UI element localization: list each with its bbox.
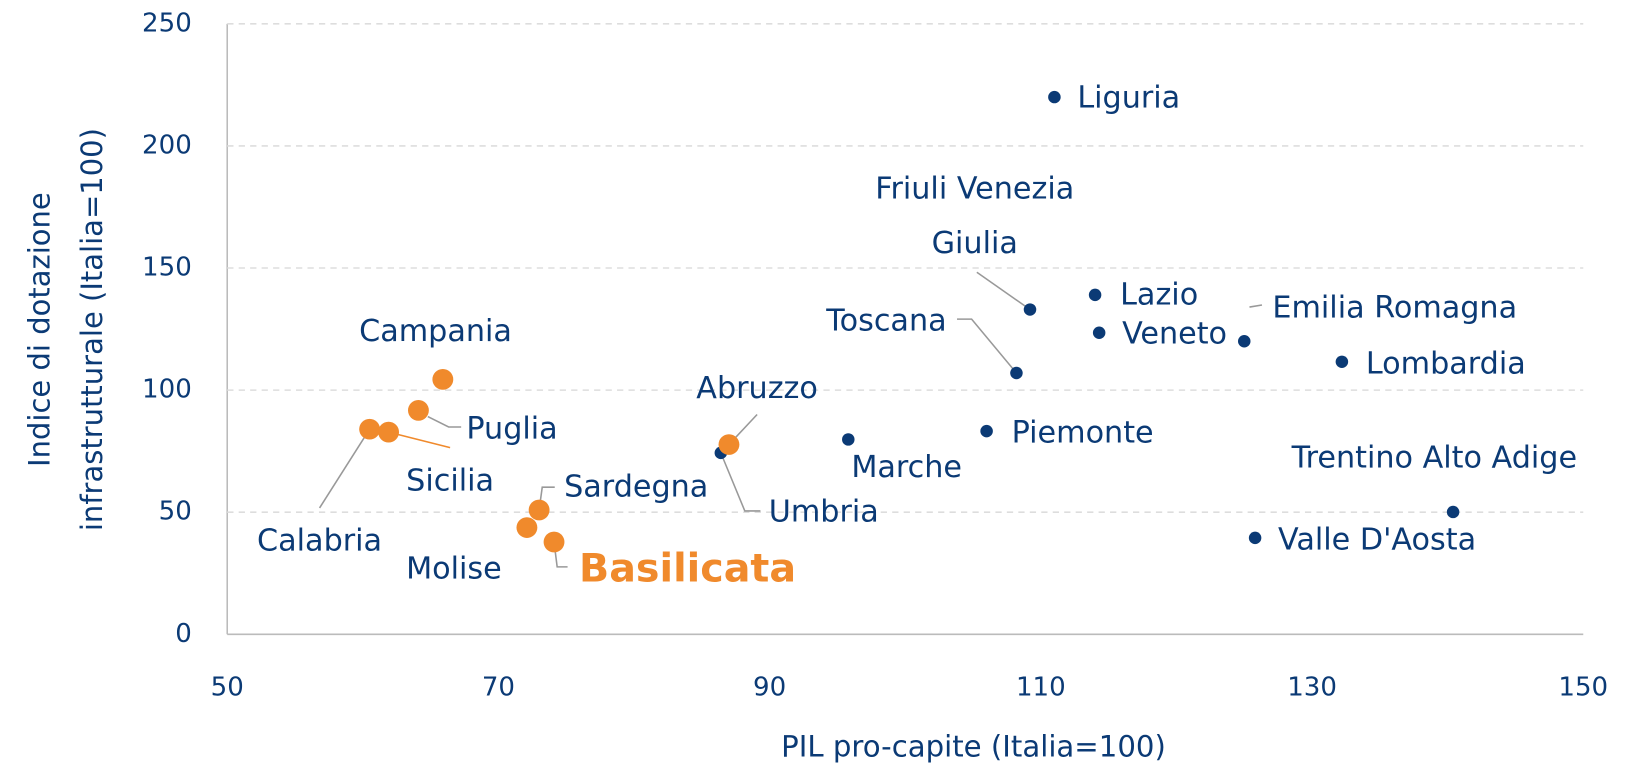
y-axis-title: Indice di dotazione (23, 192, 57, 467)
point-label: Lombardia (1366, 346, 1526, 381)
y-tick-label: 0 (175, 619, 192, 649)
x-tick-label: 90 (753, 673, 786, 703)
point-label: Marche (851, 450, 962, 485)
point (1048, 90, 1061, 104)
point (359, 418, 381, 440)
point-label: Sicilia (406, 463, 494, 498)
point-label: Valle D'Aosta (1278, 523, 1476, 558)
y-tick-label: 200 (142, 130, 192, 160)
point-label: Liguria (1077, 81, 1180, 116)
point-label: Molise (406, 552, 502, 587)
point (980, 424, 993, 438)
point (1238, 335, 1251, 348)
point (1335, 355, 1349, 369)
y-tick-label: 250 (142, 8, 192, 38)
x-axis-title: PIL pro-capite (Italia=100) (781, 729, 1166, 763)
point-label: Trentino Alto Adige (1291, 441, 1577, 476)
point (378, 421, 400, 443)
x-tick-label: 130 (1287, 673, 1337, 703)
point-label: Umbria (769, 495, 879, 530)
leader-line (1249, 304, 1263, 308)
leader-line (427, 415, 462, 428)
leader-line (976, 271, 1031, 311)
leader-line (318, 428, 371, 509)
point-label: Friuli Venezia Giulia (875, 171, 1074, 261)
x-tick-label: 50 (211, 673, 244, 703)
y-tick-label: 50 (159, 497, 192, 527)
point-label: Abruzzo (696, 371, 818, 406)
leader-line (388, 431, 451, 449)
point-label: Piemonte (1012, 416, 1154, 451)
point (1088, 288, 1102, 302)
point (516, 517, 538, 538)
x-tick-label: 110 (1016, 673, 1066, 703)
point (432, 369, 454, 390)
point (543, 531, 565, 553)
leader-line (720, 452, 761, 512)
y-tick-label: 100 (142, 375, 192, 405)
point (1092, 326, 1106, 339)
point (528, 499, 550, 521)
point (718, 434, 740, 455)
point (1023, 303, 1037, 316)
point-label: Veneto (1122, 316, 1227, 351)
point (408, 400, 429, 421)
x-tick-label: 150 (1558, 673, 1608, 703)
point (1446, 505, 1460, 519)
point (1010, 366, 1023, 380)
point-label: Calabria (257, 524, 382, 559)
point (1248, 531, 1262, 545)
point-label: Sardegna (564, 470, 708, 505)
point-label: Campania (359, 314, 512, 349)
point-label: Lazio (1120, 277, 1198, 312)
point-label: Toscana (825, 304, 946, 339)
point-label: Puglia (466, 412, 557, 447)
y-axis-title: infrastrutturale (Italia=100) (75, 128, 109, 531)
leader-line (957, 318, 1018, 374)
y-tick-label: 150 (142, 253, 192, 283)
point (842, 433, 855, 446)
point-label: Emilia Romagna (1272, 291, 1517, 326)
x-tick-label: 70 (482, 673, 515, 703)
point-label: Basilicata (579, 546, 796, 592)
